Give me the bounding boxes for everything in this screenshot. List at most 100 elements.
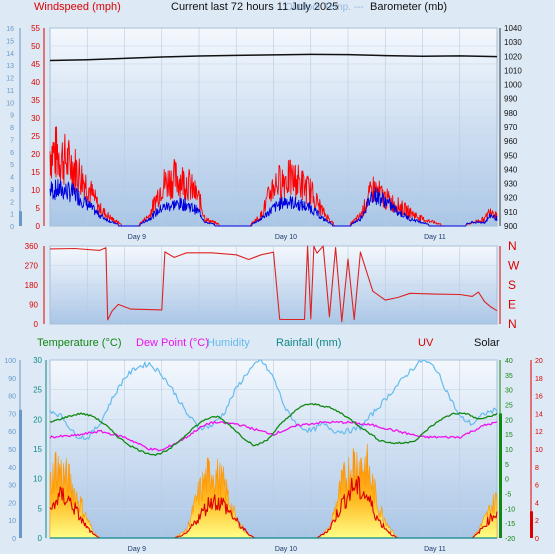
wind-mph-tick-label: 5: [36, 204, 41, 213]
wind-mph-tick-label: 15: [31, 168, 40, 177]
baro-tick-label: 970: [504, 123, 518, 132]
uv-tick-label: 12: [535, 429, 543, 436]
uv-tick-label: 2: [535, 518, 539, 525]
wind-current-bar: [19, 211, 22, 226]
humidity-tick-label: 0: [12, 536, 16, 543]
legend-temperature: Temperature (°C): [37, 337, 121, 349]
uv-tick-label: 10: [535, 447, 543, 454]
wind-bft-tick-label: 1: [10, 212, 14, 219]
baro-tick-label: 1040: [504, 24, 522, 33]
baro-tick-label: 1010: [504, 66, 522, 75]
rain-tick-label: 20: [33, 415, 42, 424]
temp-tick-label: -10: [505, 506, 515, 513]
wind-bft-tick-label: 4: [10, 175, 14, 182]
temp-tick-label: -5: [505, 492, 511, 499]
uv-tick-label: 4: [535, 500, 539, 507]
baro-tick-label: 1000: [504, 81, 522, 90]
wind-bft-tick-label: 13: [6, 63, 14, 70]
wind-mph-tick-label: 10: [31, 186, 40, 195]
baro-tick-label: 930: [504, 180, 518, 189]
uv-tick-label: 0: [535, 536, 539, 543]
direction-cardinal-label: S: [508, 278, 516, 292]
humidity-tick-label: 10: [8, 518, 16, 525]
wind-day-label: Day 11: [424, 234, 446, 241]
direction-tick-label: 180: [25, 281, 39, 290]
direction-cardinal-label: N: [508, 239, 517, 253]
baro-tick-label: 910: [504, 208, 518, 217]
humidity-tick-label: 90: [8, 376, 16, 383]
humidity-tick-label: 60: [8, 429, 16, 436]
humidity-current-bar: [19, 409, 22, 538]
temp-tick-label: 30: [505, 388, 513, 395]
wind-bft-tick-label: 15: [6, 38, 14, 45]
humidity-tick-label: 100: [4, 358, 16, 365]
baro-tick-label: 940: [504, 165, 518, 174]
temp-tick-label: -20: [505, 536, 515, 543]
wind-mph-tick-label: 20: [31, 150, 40, 159]
dew-point-line: [49, 420, 498, 452]
wind-bft-tick-label: 3: [10, 187, 14, 194]
humidity-tick-label: 50: [8, 447, 16, 454]
humidity-tick-label: 80: [8, 394, 16, 401]
direction-tick-label: 90: [29, 301, 38, 310]
wind-bft-tick-label: 10: [6, 100, 14, 107]
temperature-line: [49, 403, 498, 457]
direction-tick-label: 270: [25, 262, 39, 271]
uv-tick-label: 18: [535, 376, 543, 383]
baro-tick-label: 980: [504, 109, 518, 118]
legend-rainfall: Rainfall (mm): [276, 337, 341, 349]
wind-direction-line: [49, 245, 498, 323]
temperature-solar-chart: 0102030405060708090100051015202530-20-15…: [4, 356, 543, 553]
direction-tick-label: 0: [34, 320, 39, 329]
rain-tick-label: 10: [33, 475, 42, 484]
baro-tick-label: 1030: [504, 38, 522, 47]
temp-tick-label: 20: [505, 417, 513, 424]
humidity-line: [49, 359, 498, 440]
barometer-line: [49, 53, 498, 62]
wind-bft-tick-label: 6: [10, 150, 14, 157]
wind-bft-tick-label: 11: [7, 88, 14, 95]
baro-tick-label: 960: [504, 137, 518, 146]
humidity-tick-label: 30: [8, 483, 16, 490]
wind-day-label: Day 10: [275, 234, 297, 241]
chart-title: Current last 72 hours 11 July 2025: [171, 1, 338, 13]
rain-tick-label: 0: [38, 534, 43, 543]
rain-tick-label: 25: [33, 386, 42, 395]
legend-solar: Solar: [474, 337, 500, 349]
wind-bft-tick-label: 8: [10, 125, 14, 132]
legend-dew-point: Dew Point (°C): [136, 337, 209, 349]
baro-tick-label: 1020: [504, 52, 522, 61]
uv-tick-label: 8: [535, 465, 539, 472]
temp-current-bar: [499, 413, 502, 538]
right-axis-title: Barometer (mb): [370, 1, 447, 13]
wind-bft-tick-label: 0: [10, 224, 14, 231]
humidity-tick-label: 40: [8, 465, 16, 472]
temp-tick-label: 25: [505, 403, 513, 410]
wind-bft-tick-label: 5: [10, 162, 14, 169]
temp-tick-label: 10: [505, 447, 513, 454]
temp-tick-label: 15: [505, 432, 513, 439]
direction-cardinal-label: N: [508, 317, 517, 331]
uv-tick-label: 6: [535, 483, 539, 490]
wind-avg-line: [49, 179, 498, 227]
uv-tick-label: 16: [535, 394, 543, 401]
wind-mph-tick-label: 55: [31, 24, 40, 33]
wind-bft-tick-label: 9: [10, 113, 14, 120]
left-axis-title: Windspeed (mph): [34, 1, 121, 13]
wind-bft-tick-label: 14: [6, 51, 14, 58]
legend-outdoor-temp: Outdoor Temp. ---: [285, 2, 364, 13]
baro-tick-label: 950: [504, 151, 518, 160]
wind-mph-tick-label: 0: [36, 222, 41, 231]
direction-tick-label: 360: [25, 242, 39, 251]
uv-tick-label: 14: [535, 411, 543, 418]
wind-mph-tick-label: 25: [31, 132, 40, 141]
wind-barometer-chart: 0510152025303540455055012345678910111213…: [6, 24, 522, 241]
legend-humidity: Humidity: [207, 337, 250, 349]
temp-tick-label: 40: [505, 358, 513, 365]
rain-tick-label: 5: [38, 504, 43, 513]
direction-cardinal-label: W: [508, 259, 520, 273]
wind-mph-tick-label: 45: [31, 60, 40, 69]
wind-bft-tick-label: 12: [6, 76, 14, 83]
